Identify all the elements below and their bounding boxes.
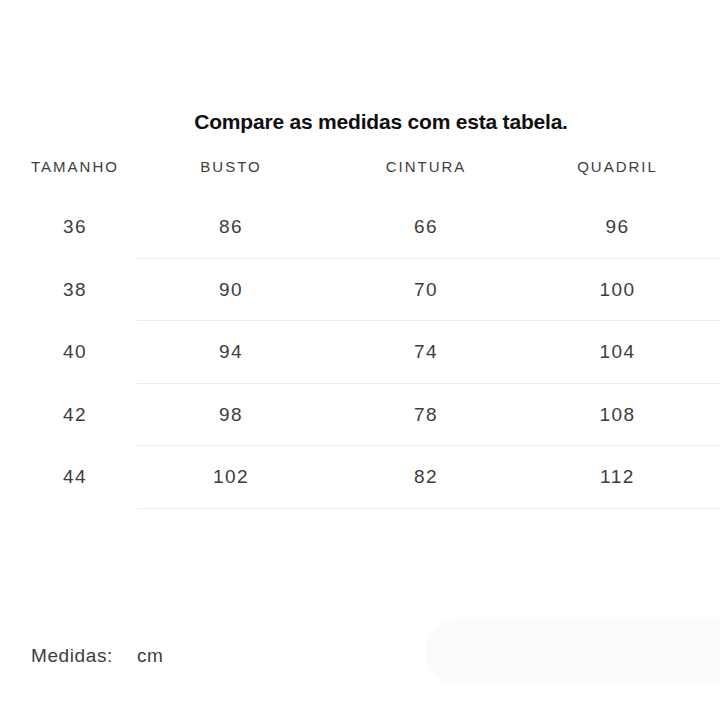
table-row-36: 36 86 66 96 (0, 196, 695, 259)
cell-busto: 90 (150, 279, 312, 301)
medidas-label: Medidas: (31, 645, 113, 666)
cell-quadril: 108 (540, 404, 695, 426)
table-row-40: 40 94 74 104 (0, 321, 695, 384)
cell-quadril: 100 (540, 279, 695, 301)
cell-tamanho: 42 (0, 404, 150, 426)
background-pill (425, 618, 720, 685)
table-row-44: 44 102 82 112 (0, 446, 695, 509)
cell-quadril: 96 (540, 216, 695, 238)
cell-busto: 102 (150, 466, 312, 488)
cell-busto: 98 (150, 404, 312, 426)
cell-tamanho: 36 (0, 216, 150, 238)
cell-quadril: 104 (540, 341, 695, 363)
column-header-cintura: CINTURA (312, 158, 540, 175)
table-row-42: 42 98 78 108 (0, 384, 695, 447)
column-header-tamanho: TAMANHO (0, 158, 150, 175)
cell-cintura: 66 (312, 216, 540, 238)
cell-cintura: 78 (312, 404, 540, 426)
column-header-busto: BUSTO (150, 158, 312, 175)
cell-tamanho: 40 (0, 341, 150, 363)
unit-value: cm (137, 645, 164, 666)
measurement-unit-note: Medidas: cm (31, 645, 163, 667)
size-guide-page: Compare as medidas com esta tabela. TAMA… (0, 0, 720, 701)
cell-quadril: 112 (540, 466, 695, 488)
cell-busto: 94 (150, 341, 312, 363)
table-header-row: TAMANHO BUSTO CINTURA QUADRIL (0, 137, 695, 196)
cell-tamanho: 44 (0, 466, 150, 488)
cell-cintura: 82 (312, 466, 540, 488)
table-row-38: 38 90 70 100 (0, 259, 695, 322)
cell-cintura: 74 (312, 341, 540, 363)
cell-busto: 86 (150, 216, 312, 238)
column-header-quadril: QUADRIL (540, 158, 695, 175)
page-title: Compare as medidas com esta tabela. (0, 0, 720, 133)
cell-tamanho: 38 (0, 279, 150, 301)
size-table: TAMANHO BUSTO CINTURA QUADRIL 36 86 66 9… (0, 137, 695, 509)
cell-cintura: 70 (312, 279, 540, 301)
